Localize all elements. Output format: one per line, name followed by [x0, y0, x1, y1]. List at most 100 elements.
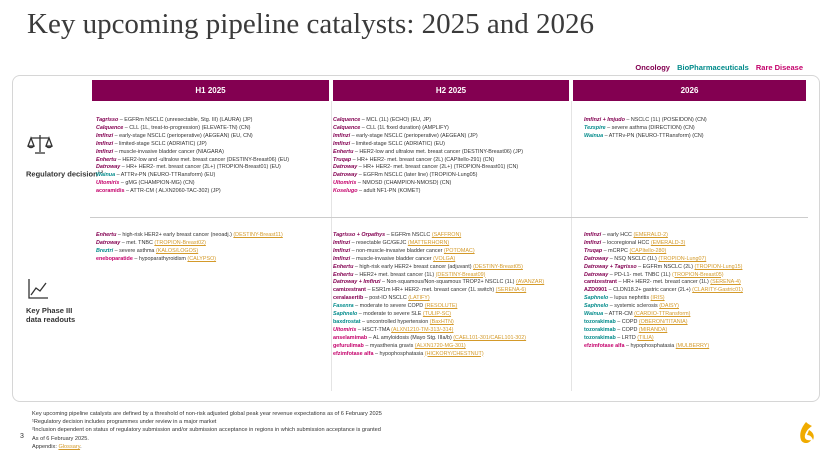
indication-text: – early-stage NSCLC (perioperative) (AEG… [350, 132, 478, 139]
indication-text: – Non-squamous/Non-squamous TROP2+ NSCLC… [380, 279, 516, 286]
drug-name: Truqap [584, 247, 603, 254]
catalyst-item: Tezspire – severe asthma (DIRECTION) (CN… [584, 125, 707, 133]
indication-text: – early HCC [601, 232, 634, 238]
glossary-link[interactable]: Glossary [58, 443, 81, 450]
indication-text: – ATTR-CM [603, 311, 635, 318]
drug-name: Enhertu [333, 271, 354, 278]
trial-link[interactable]: (DAISY) [659, 303, 679, 310]
trial-link[interactable]: (TROPION-Breast02) [154, 239, 206, 246]
trial-link[interactable]: (TULIP-SC) [422, 311, 452, 318]
trial-link[interactable]: (OBERON/TITANIA) [638, 318, 688, 325]
trial-link[interactable]: (SERENA-6) [495, 287, 527, 294]
catalyst-item: Imfinzi – muscle-invasive bladder cancer… [333, 256, 544, 264]
page-title: Key upcoming pipeline catalysts: 2025 an… [27, 8, 595, 40]
drug-name: Datroway [584, 271, 609, 278]
trial-link[interactable]: (MATTERHORN) [407, 239, 450, 246]
indication-text: – systemic sclerosis [608, 303, 660, 310]
trial-link[interactable]: (VOLGA) [433, 255, 456, 262]
trial-link[interactable]: (MULBERRY) [675, 342, 710, 349]
indication-text: – adult NF1-PN (KOMET) [357, 188, 421, 195]
catalyst-item: efzimfotase alfa – hypophosphatasia (MUL… [584, 343, 743, 351]
trial-link[interactable]: (DESTINY-Breast11) [233, 232, 283, 238]
trial-link[interactable]: (RESOLUTE) [424, 303, 458, 310]
catalyst-item: tozorakimab – LRTD (TILIA) [584, 335, 743, 343]
trial-link[interactable]: (CARDIO-TTRansform) [634, 311, 691, 318]
catalyst-item: Wainua – ATTRv-PN (NEURO-TTRansform) (EU… [96, 172, 289, 180]
column-divider [571, 101, 572, 391]
catalyst-item: gefurulimab – myasthenia gravis (ALXN172… [333, 343, 544, 351]
drug-name: Fasenra [333, 303, 354, 310]
indication-text: – NMOSD (CHAMPION-NMOSD) (CN) [356, 180, 452, 187]
indication-text: – HER2+ met. breast cancer (1L) [353, 271, 436, 278]
footnote: ²Inclusion dependent on status of regula… [32, 427, 381, 434]
indication-text: – high-risk HER2+ early breast cancer (n… [116, 232, 234, 238]
column-header-2026: 2026 [573, 80, 806, 101]
trial-link[interactable]: (HICKORY/CHESTNUT) [424, 350, 484, 357]
trial-link[interactable]: (BaxHTN) [429, 318, 454, 325]
indication-text: – PD-L1- met. TNBC (1L) [608, 271, 672, 278]
drug-name: Imfinzi [584, 239, 602, 246]
drug-name: Datroway + Tagrisso [584, 263, 637, 270]
row-label-regulatory: Regulatory decision1,2 [26, 169, 104, 179]
trial-link[interactable]: (DESTINY-Breast09) [435, 271, 486, 278]
indication-text: – severe asthma (DIRECTION) (CN) [605, 124, 695, 131]
trial-link[interactable]: (SAFFRON) [431, 232, 462, 238]
drug-name: Ultomiris [333, 180, 357, 187]
catalyst-item: Ultomiris – NMOSD (CHAMPION-NMOSD) (CN) [333, 180, 523, 188]
trial-link[interactable]: (CLARITY-Gastric01) [692, 287, 743, 294]
trial-link[interactable]: (KALOS/LOGOS) [155, 247, 199, 254]
catalyst-item: eneboparatide – hypoparathyroidism (CALY… [96, 256, 283, 264]
trial-link[interactable]: (TILIA) [637, 334, 654, 341]
catalyst-item: Datroway + Imfinzi – Non-squamous/Non-sq… [333, 279, 544, 287]
trial-link[interactable]: (AVANZAR) [515, 279, 545, 286]
indication-text: – hypophosphatasia [373, 350, 425, 357]
indication-text: – muscle-invasive bladder cancer (NIAGAR… [113, 148, 224, 155]
catalyst-item: Koselugo – adult NF1-PN (KOMET) [333, 188, 523, 196]
column-header-h2-2025: H2 2025 [333, 80, 569, 101]
drug-name: Datroway [333, 172, 358, 179]
footnote: As of 6 February 2025. [32, 435, 89, 442]
trial-link[interactable]: (TROPION-Breast05) [672, 271, 724, 278]
drug-name: camizestrant [333, 287, 366, 294]
indication-text: – HER2-low and -ultralow met. breast can… [116, 156, 290, 163]
indication-text: – lupus nephritis [608, 295, 651, 302]
drug-name: eneboparatide [96, 255, 133, 262]
drug-name: Breztri [96, 247, 114, 254]
drug-name: Imfinzi [333, 255, 351, 262]
catalyst-item: Ultomiris – gMG (CHAMPION-MG) (CN) [96, 180, 289, 188]
trial-link[interactable]: (CAEL101-301/CAEL101-302) [453, 334, 527, 341]
trial-link[interactable]: (LATIFY) [408, 295, 430, 302]
drug-name: Wainua [584, 132, 604, 139]
drug-name: AZD0901 [584, 287, 608, 294]
catalyst-item: Saphnelo – lupus nephritis (IRIS) [584, 295, 743, 303]
indication-text: – ESR1m HR+ HER2- met. breast cancer (1L… [365, 287, 496, 294]
trial-link[interactable]: (CALYPSO) [187, 255, 217, 262]
drug-name: tozorakimab [584, 326, 616, 333]
trial-link[interactable]: (IRIS) [650, 295, 665, 302]
catalyst-item: Saphnelo – moderate to severe SLE (TULIP… [333, 311, 544, 319]
scales-icon [27, 133, 53, 160]
catalyst-item: Imfinzi – locoregional HCC (EMERALD-3) [584, 240, 743, 248]
trial-link[interactable]: (MIRANDA) [638, 326, 668, 333]
trial-link[interactable]: (DESTINY-Breast05) [473, 263, 523, 270]
trial-link[interactable]: (EMERALD-3) [650, 239, 686, 246]
trial-link[interactable]: (TROPION-Lung07) [658, 255, 707, 262]
indication-text: – CLL (1L fixed duration) (AMPLIFY) [360, 124, 449, 131]
trial-link[interactable]: (SERENA-4) [710, 279, 741, 286]
indication-text: – COPD [615, 318, 639, 325]
trial-link[interactable]: (ALXN1720-MG-301) [414, 342, 466, 349]
astrazeneca-logo-icon [795, 420, 817, 451]
indication-text: – hypoparathyroidism [132, 255, 188, 262]
phase3-h1-list: Enhertu – high-risk HER2+ early breast c… [96, 232, 283, 264]
trial-link[interactable]: (EMERALD-2) [633, 232, 668, 238]
regulatory-2026-list: Imfinzi + Imjudo – NSCLC (1L) (POSEIDON)… [584, 117, 707, 141]
indication-text: – COPD [615, 326, 639, 333]
catalyst-item: Imfinzi – limited-stage SCLC (ADRIATIC) … [96, 141, 289, 149]
catalyst-item: Wainua – ATTRv-PN (NEURO-TTRansform) (CN… [584, 133, 707, 141]
catalyst-item: Imfinzi – resectable GC/GEJC (MATTERHORN… [333, 240, 544, 248]
trial-link[interactable]: (ALXN1210-TM-313/-314) [391, 326, 454, 333]
drug-name: Calquence [333, 124, 361, 131]
trial-link[interactable]: (TROPION-Lung15) [694, 263, 743, 270]
trial-link[interactable]: (CAPItello-280) [629, 247, 667, 254]
trial-link[interactable]: (POTOMAC) [443, 247, 475, 254]
